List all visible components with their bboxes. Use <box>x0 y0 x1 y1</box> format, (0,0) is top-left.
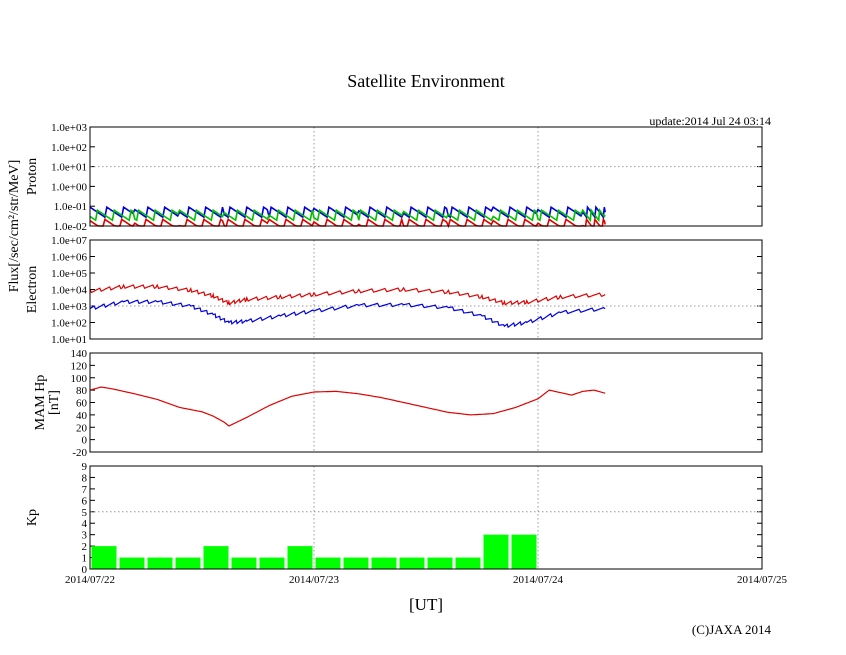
y-tick-label: 5 <box>82 507 88 519</box>
x-tick-label: 2014/07/23 <box>289 574 340 586</box>
update-timestamp: update:2014 Jul 24 03:14 <box>649 114 771 128</box>
series-blue-line <box>89 299 606 329</box>
x-tick-label: 2014/07/22 <box>65 574 115 586</box>
kp-bar <box>371 557 397 569</box>
panel-ylabel-unit: [nT] <box>47 390 62 415</box>
flux-ylabel: Flux[/sec/cm²/str/MeV] <box>7 160 22 293</box>
kp-bar <box>399 557 425 569</box>
y-tick-label: 1.0e+06 <box>51 252 87 264</box>
kp-bar <box>343 557 369 569</box>
series-red-line <box>89 216 606 229</box>
panel-ylabel: Kp <box>25 509 40 526</box>
kp-bar <box>203 546 229 569</box>
y-tick-label: 0 <box>82 564 88 576</box>
y-tick-label: -20 <box>72 447 87 459</box>
kp-bar <box>455 557 481 569</box>
kp-bar <box>315 557 341 569</box>
panel-ylabel: Electron <box>25 266 40 313</box>
y-tick-label: 9 <box>82 461 88 473</box>
y-tick-label: 20 <box>76 422 88 434</box>
kp-bar <box>287 546 313 569</box>
x-tick-label: 2014/07/24 <box>513 574 564 586</box>
kp-bar <box>231 557 257 569</box>
kp-bar <box>119 557 145 569</box>
kp-bar <box>259 557 285 569</box>
kp-bar <box>91 546 117 569</box>
series-red-line <box>89 386 606 427</box>
panel-ylabel: Proton <box>25 158 40 195</box>
panel-frame <box>89 239 763 340</box>
y-tick-label: 60 <box>76 398 88 410</box>
y-tick-label: 1.0e-01 <box>54 201 87 213</box>
y-tick-label: 1.0e+02 <box>51 142 87 154</box>
y-tick-label: 1.0e+00 <box>51 181 87 193</box>
panel-frame <box>89 465 763 570</box>
panels: 1.0e-021.0e-011.0e+001.0e+011.0e+021.0e+… <box>25 122 763 576</box>
y-tick-label: 1.0e+07 <box>51 235 87 247</box>
kp-bar <box>483 534 509 569</box>
y-tick-label: 8 <box>82 472 88 484</box>
y-tick-label: 2 <box>82 541 88 553</box>
y-tick-label: 1.0e+02 <box>51 318 87 330</box>
chart-title: Satellite Environment <box>347 71 504 91</box>
series-red-line <box>89 283 606 306</box>
panel-1: 1.0e+01 1.0e+02 1.0e+03 1.0e+04 1.0e+05 1.0e+… <box>25 235 763 346</box>
series-blue-line <box>89 205 606 220</box>
panel-frame <box>89 126 763 227</box>
y-tick-label: 140 <box>71 348 88 360</box>
y-tick-label: 1.0e+01 <box>51 334 87 346</box>
panel-frame <box>89 352 763 453</box>
kp-bar <box>511 534 537 569</box>
kp-bar <box>427 557 453 569</box>
y-tick-label: 7 <box>82 484 88 496</box>
panel-0: 1.0e-02 1.0e-01 1.0e+00 1.0e+01 1.0e+02 1.0e+… <box>25 122 763 233</box>
kp-bar <box>175 557 201 569</box>
y-tick-label: 80 <box>76 385 88 397</box>
y-tick-label: 1.0e+03 <box>51 301 87 313</box>
kp-bar <box>147 557 173 569</box>
x-tick-labels: 2014/07/22 2014/07/23 2014/07/24 2014/07/25 <box>65 574 788 586</box>
panel-ylabel: MAM Hp <box>33 375 48 431</box>
y-tick-label: 3 <box>82 530 88 542</box>
y-tick-label: 1.0e+04 <box>51 285 87 297</box>
x-axis-label: [UT] <box>409 595 443 614</box>
y-tick-label: 1.0e+03 <box>51 122 87 134</box>
copyright: (C)JAXA 2014 <box>692 622 772 637</box>
y-tick-label: 6 <box>82 495 88 507</box>
y-tick-label: 1 <box>82 553 88 565</box>
y-tick-label: 40 <box>76 410 88 422</box>
y-tick-label: 1.0e+05 <box>51 268 87 280</box>
y-tick-label: 0 <box>82 435 88 447</box>
y-tick-label: 100 <box>71 373 88 385</box>
y-tick-label: 4 <box>82 518 88 530</box>
y-tick-label: 1.0e-02 <box>54 221 87 233</box>
y-tick-label: 120 <box>71 360 88 372</box>
y-tick-label: 1.0e+01 <box>51 162 87 174</box>
x-tick-label: 2014/07/25 <box>737 574 788 586</box>
series-green-line <box>89 207 606 223</box>
